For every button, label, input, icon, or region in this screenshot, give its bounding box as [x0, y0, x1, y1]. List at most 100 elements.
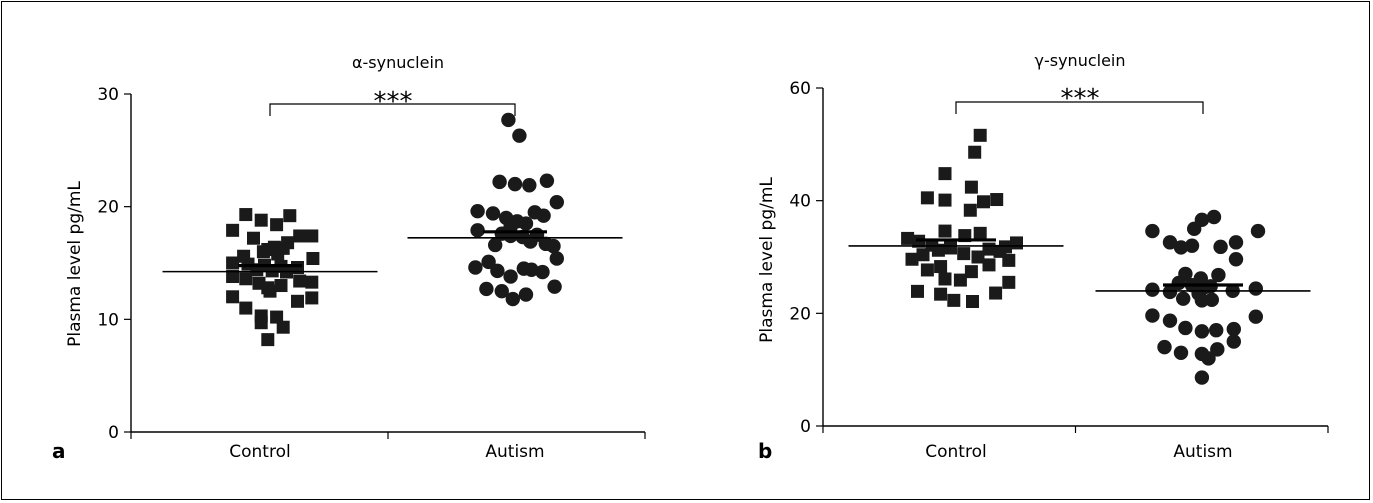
- panel-a-control-point: [263, 284, 277, 298]
- panel-a-control-point: [226, 256, 240, 270]
- panel-a-autism-point: [539, 173, 555, 188]
- panel-b-control-point: [944, 241, 957, 255]
- panel-b-autism-point: [1206, 209, 1222, 225]
- panel-a-y-axis-label: Plasma level pg/mL: [65, 181, 85, 347]
- panel-a-autism-point: [549, 251, 564, 266]
- panel-a-control-point: [291, 294, 304, 308]
- panel-b-autism-point: [1250, 223, 1266, 239]
- panel-a-autism-point: [546, 238, 561, 254]
- panel-b-autism-point: [1157, 339, 1172, 355]
- panel-a-control-point: [256, 245, 270, 259]
- panel-a-autism-point: [522, 178, 537, 193]
- panel-a-significance-stars: ***: [374, 87, 413, 117]
- panel-a-autism-point: [490, 263, 505, 279]
- panel-b-control-point: [977, 195, 990, 209]
- panel-b-autism-point: [1187, 221, 1202, 237]
- panel-b-control-point: [973, 128, 987, 142]
- panel-b-letter: b: [758, 439, 772, 463]
- panel-a-control-point: [270, 218, 284, 232]
- panel-b-y-tick-label: 0: [800, 417, 811, 437]
- panel-b-autism-point: [1162, 284, 1178, 300]
- panel-a-control-point: [293, 229, 307, 243]
- panel-a-y-tick-label: 0: [108, 423, 119, 443]
- panel-a-control-point: [305, 275, 319, 289]
- panel-b-autism-point: [1211, 267, 1226, 283]
- panel-b-control-point: [938, 193, 952, 207]
- panel-a-autism-point: [518, 216, 534, 231]
- panel-a-autism-point: [512, 128, 527, 143]
- panel-a-y-tick-label: 20: [97, 198, 119, 218]
- panel-a-autism-point: [479, 281, 494, 297]
- panel-b-title: γ-synuclein: [1035, 51, 1126, 70]
- panel-b-control-point: [938, 224, 952, 238]
- panel-a-autism-point: [501, 112, 516, 128]
- panel-a-autism-point: [536, 208, 551, 223]
- panel-b-control-point: [931, 243, 945, 257]
- panel-b-control-point: [968, 145, 982, 159]
- panel-a-control-point: [270, 310, 284, 324]
- panel-b-autism-point: [1145, 223, 1160, 239]
- panel-a-x-tick-label-control: Control: [229, 442, 290, 462]
- panel-b-significance-stars: ***: [1061, 84, 1100, 114]
- panel-a: α-synuclein Plasma level pg/mL a Control…: [52, 53, 646, 463]
- panel-a-letter: a: [52, 439, 66, 463]
- panel-b-control-point: [973, 226, 987, 240]
- panel-b-control-point: [916, 248, 930, 262]
- panel-a-autism-point: [468, 260, 483, 275]
- panel-b-y-axis-label: Plasma level pg/mL: [757, 177, 777, 343]
- panel-a-autism-point: [549, 194, 564, 210]
- panel-b-autism-point: [1145, 282, 1160, 297]
- panel-b-control-point: [934, 287, 948, 301]
- panel-b-control-point: [911, 284, 924, 298]
- panel-a-autism-point: [505, 291, 520, 307]
- panel-b-control-point: [947, 293, 961, 307]
- panel-a-significance-bracket: [269, 103, 516, 116]
- panel-a-autism-point: [503, 269, 518, 284]
- panel-a-control-point: [254, 316, 268, 330]
- panel-a-control-point: [239, 272, 253, 286]
- panel-a-autism-point: [485, 206, 501, 221]
- panel-b-x-tick-label-control: Control: [925, 442, 986, 462]
- panel-b-autism-point: [1194, 293, 1210, 308]
- panel-a-autism-point: [518, 287, 534, 302]
- panel-a-control-point: [254, 213, 268, 227]
- panel-a-autism-point: [488, 237, 503, 253]
- panel-b-autism-point: [1209, 323, 1224, 338]
- panel-b-control-point: [989, 286, 1003, 300]
- panel-b-control-point: [966, 295, 979, 309]
- panel-a-autism-point: [523, 234, 538, 249]
- panel-a-autism-point: [535, 264, 550, 280]
- panel-b-autism-point: [1248, 281, 1264, 296]
- panel-b-control-point: [938, 167, 952, 181]
- panel-b-autism-point: [1194, 370, 1210, 385]
- panel-b-autism-point: [1145, 308, 1160, 323]
- panel-a-control-point: [293, 274, 307, 288]
- panel-b-control-point: [920, 263, 934, 277]
- panel-a-control-point: [226, 223, 240, 237]
- panel-b-control-point: [971, 250, 985, 264]
- panel-b-autism-point: [1178, 320, 1193, 336]
- panel-a-autism-point: [494, 283, 509, 299]
- panel-b-autism-point: [1176, 291, 1191, 306]
- panel-a-autism-point: [547, 279, 562, 294]
- panel-b-autism-point: [1162, 235, 1178, 250]
- panel-a-control-point: [305, 291, 319, 305]
- panel-a-control-point: [247, 231, 260, 245]
- panel-b-autism-point: [1162, 313, 1178, 328]
- panel-b-autism-point: [1201, 351, 1216, 366]
- panel-a-control-point: [305, 229, 319, 243]
- panel-b-autism-point: [1173, 345, 1189, 360]
- panel-a-y-tick-label: 10: [97, 310, 119, 330]
- panel-b-autism-point: [1173, 240, 1189, 255]
- panel-b-control-point: [982, 258, 996, 272]
- panel-b-control-point: [1002, 275, 1016, 289]
- panel-b-autism-point: [1226, 321, 1242, 337]
- panel-b-control-point: [953, 273, 967, 287]
- panel-b-autism-point: [1228, 252, 1244, 267]
- panel-b-y-tick-label: 60: [789, 79, 811, 99]
- panel-a-control-point: [239, 301, 253, 315]
- panel-a-autism-point: [481, 254, 496, 270]
- panel-a-control-point: [261, 333, 275, 347]
- panel-b-control-point: [964, 180, 978, 194]
